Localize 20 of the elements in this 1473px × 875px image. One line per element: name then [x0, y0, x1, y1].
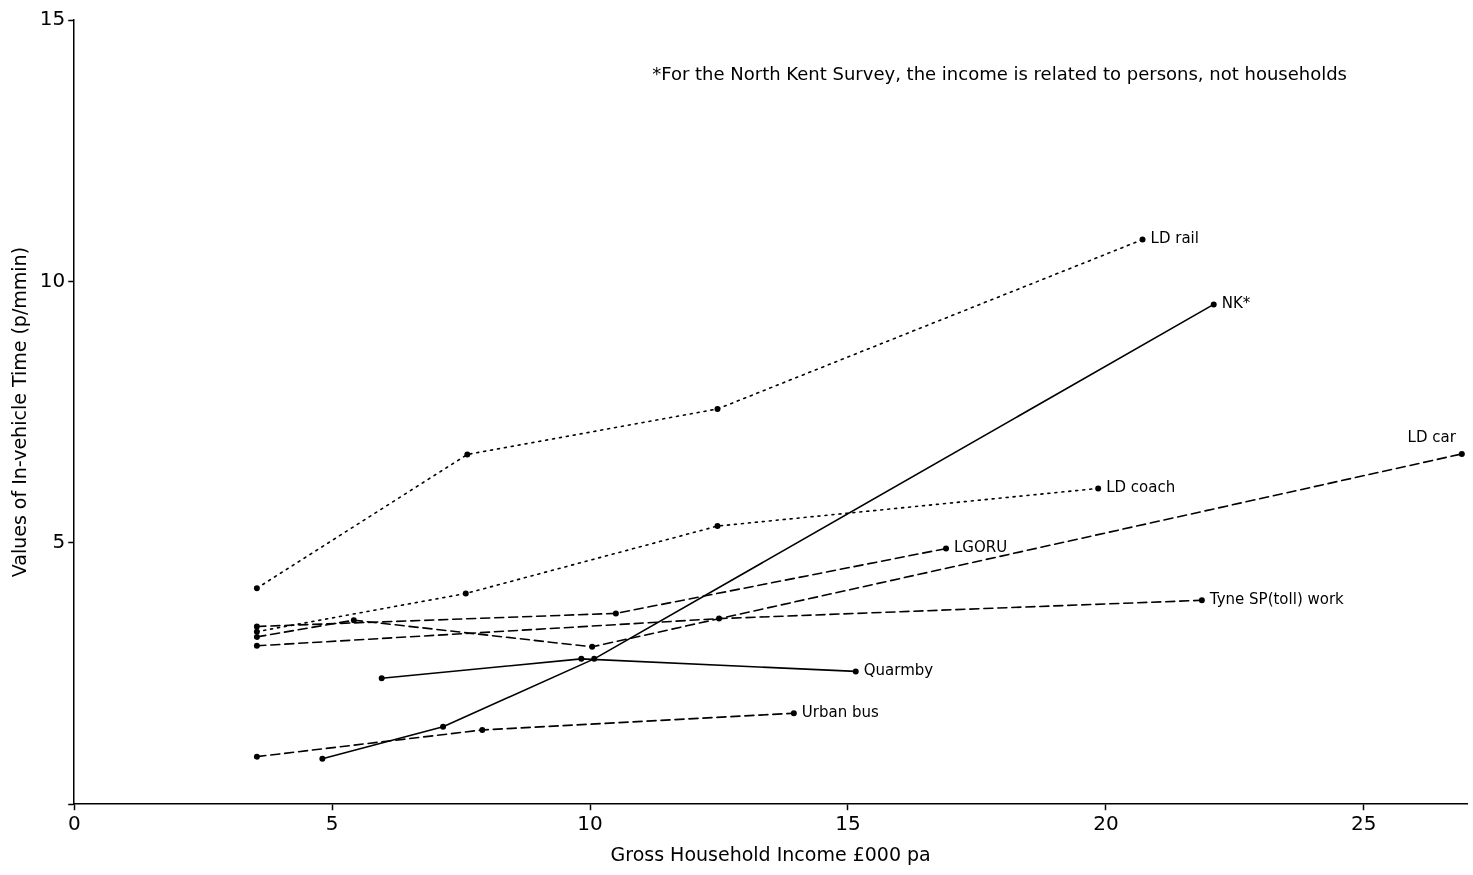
- y-tick-label: 5: [52, 529, 66, 553]
- x-tick-label: 0: [67, 811, 81, 836]
- x-tick-label: 25: [1351, 811, 1377, 836]
- series-label: LD rail: [1150, 229, 1199, 248]
- annotation: *For the North Kent Survey, the income is related to persons, not households: [652, 62, 1347, 84]
- series-label: NK*: [1221, 294, 1251, 313]
- series-label: Quarmby: [863, 661, 934, 680]
- x-axis-title: Gross Household Income £000 pa: [610, 842, 931, 865]
- x-tick-label: 5: [325, 811, 339, 836]
- series-label: LD coach: [1106, 478, 1176, 497]
- series-label: Urban bus: [801, 703, 879, 722]
- x-tick-label: 10: [577, 811, 603, 836]
- series-label: LD car: [1407, 427, 1457, 446]
- y-tick-label: 15: [39, 6, 66, 31]
- x-tick-label: 15: [835, 811, 861, 836]
- y-axis-title: Values of In-vehicle Time (p/mmin): [8, 246, 31, 578]
- series-label: Tyne SP(toll) work: [1208, 590, 1345, 609]
- x-tick-label: 20: [1093, 811, 1119, 836]
- series-label: LGORU: [954, 538, 1008, 557]
- y-tick-label: 10: [39, 267, 66, 292]
